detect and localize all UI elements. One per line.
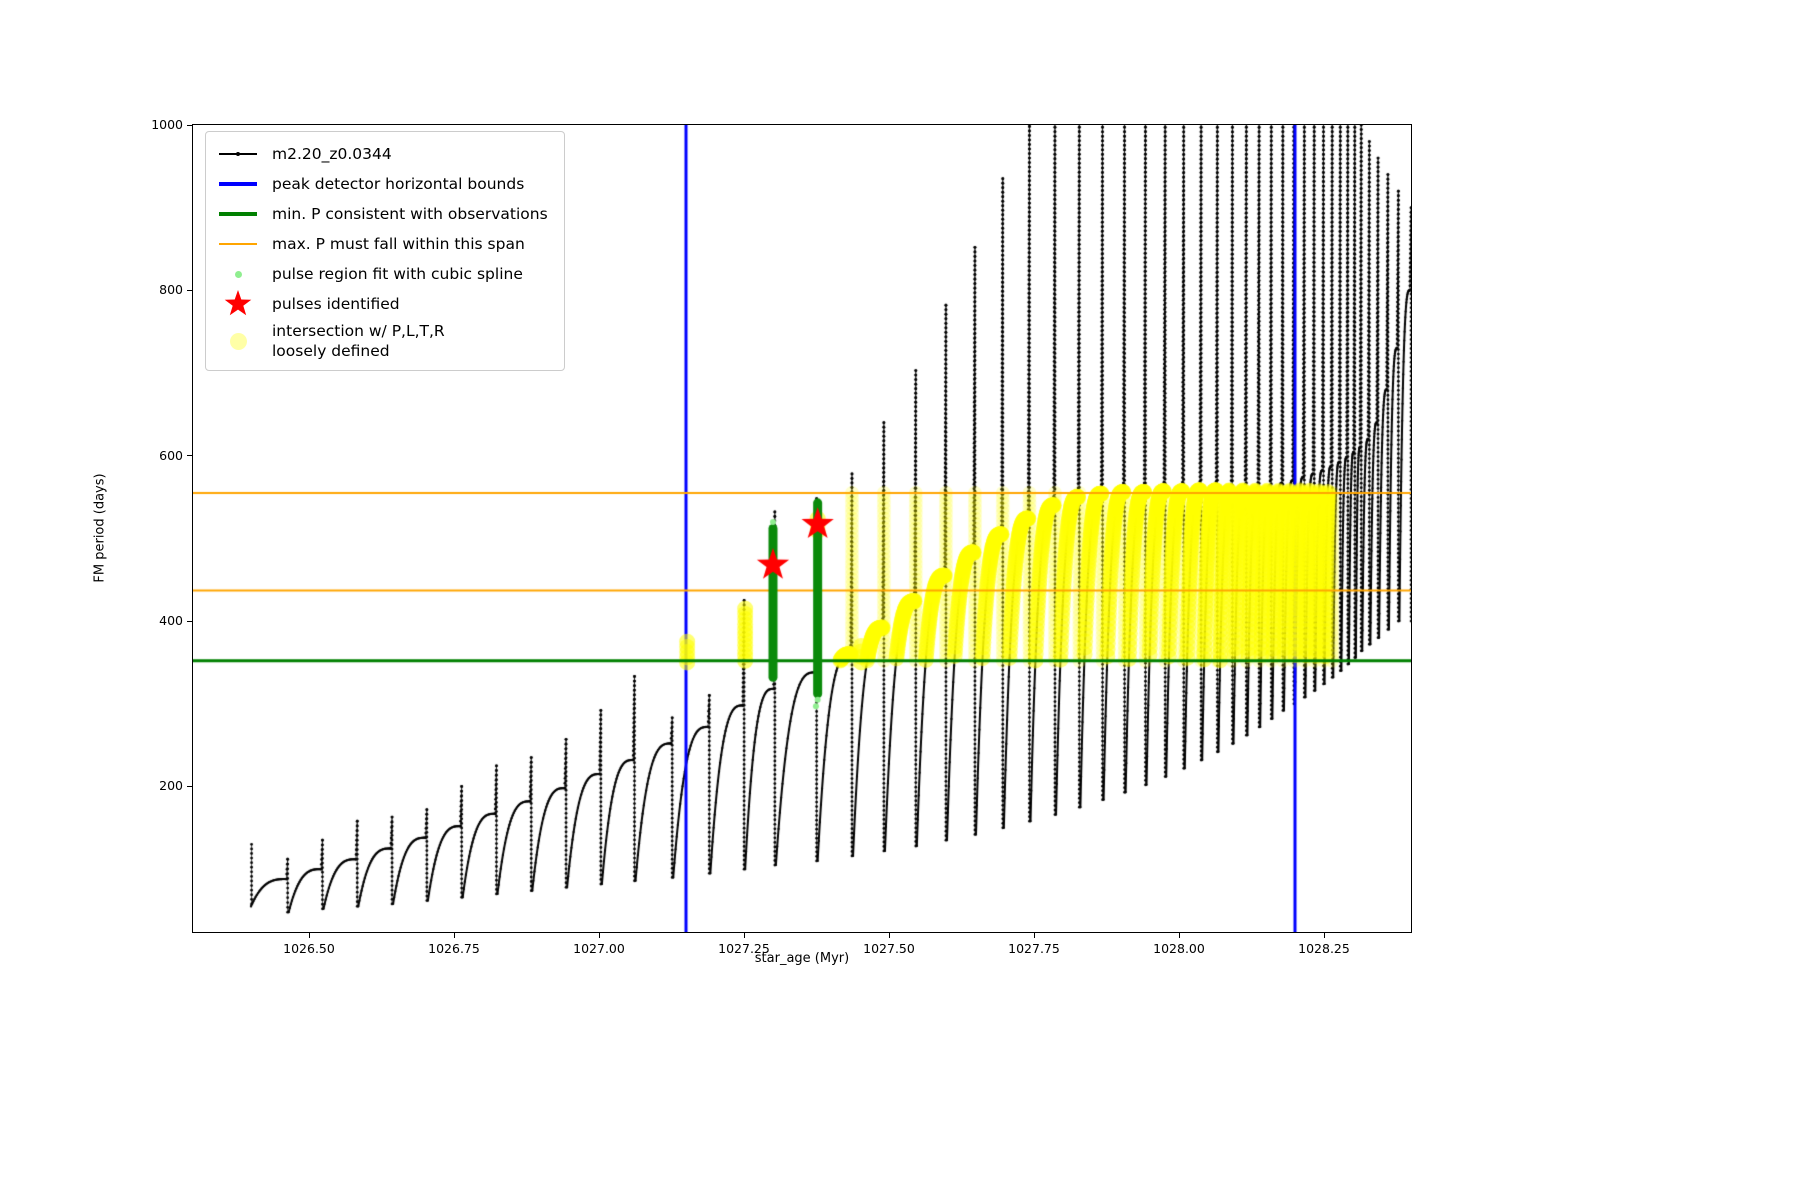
legend-item-intersection: intersection w/ P,L,T,R loosely defined bbox=[217, 321, 548, 361]
x-tick-label: 1026.75 bbox=[428, 941, 480, 956]
y-axis-label: FM period (days) bbox=[92, 473, 108, 583]
legend-label-min-p: min. P consistent with observations bbox=[272, 204, 548, 223]
x-tick-label: 1027.25 bbox=[718, 941, 770, 956]
y-tick-mark bbox=[187, 289, 192, 292]
x-tick-mark bbox=[888, 933, 890, 938]
legend-item-min-p: min. P consistent with observations bbox=[217, 201, 548, 227]
x-tick-mark bbox=[1178, 933, 1180, 938]
x-tick-label: 1027.75 bbox=[1008, 941, 1060, 956]
legend-item-peak-bounds: peak detector horizontal bounds bbox=[217, 171, 548, 197]
y-tick-label: 200 bbox=[159, 778, 183, 794]
x-tick-mark bbox=[453, 933, 455, 938]
x-axis-label: star_age (Myr) bbox=[754, 951, 850, 966]
legend-label-spline: pulse region fit with cubic spline bbox=[272, 264, 523, 283]
legend-label-intersection: intersection w/ P,L,T,R loosely defined bbox=[272, 322, 445, 361]
x-tick-label: 1028.00 bbox=[1153, 941, 1205, 956]
x-tick-label: 1027.50 bbox=[863, 941, 915, 956]
x-tick-mark bbox=[308, 933, 310, 938]
star-icon bbox=[217, 290, 259, 317]
spline-dot-icon bbox=[217, 261, 259, 287]
orange-line-icon bbox=[217, 231, 259, 257]
y-tick-mark bbox=[187, 620, 192, 622]
x-tick-mark bbox=[743, 933, 745, 938]
y-tick-mark bbox=[187, 785, 192, 788]
legend-item-spline: pulse region fit with cubic spline bbox=[217, 261, 548, 287]
legend-label-max-p: max. P must fall within this span bbox=[272, 234, 525, 253]
x-tick-label: 1026.50 bbox=[283, 941, 335, 956]
legend-label-peak-bounds: peak detector horizontal bounds bbox=[272, 174, 525, 193]
legend-item-max-p: max. P must fall within this span bbox=[217, 231, 548, 257]
y-tick-label: 600 bbox=[159, 447, 183, 463]
plot-area: m2.20_z0.0344 peak detector horizontal b… bbox=[192, 124, 1412, 933]
blue-line-icon bbox=[217, 171, 259, 197]
legend: m2.20_z0.0344 peak detector horizontal b… bbox=[205, 131, 565, 372]
legend-label-pulses: pulses identified bbox=[272, 294, 400, 313]
legend-label-series: m2.20_z0.0344 bbox=[272, 144, 392, 163]
y-tick-label: 1000 bbox=[151, 117, 183, 132]
yellow-dot-icon bbox=[217, 328, 259, 354]
x-tick-label: 1028.25 bbox=[1298, 941, 1350, 956]
y-tick-mark bbox=[187, 124, 192, 126]
y-tick-label: 800 bbox=[159, 282, 183, 298]
y-tick-mark bbox=[187, 455, 192, 457]
x-tick-mark bbox=[598, 933, 600, 938]
legend-item-pulses: pulses identified bbox=[217, 290, 548, 317]
x-tick-mark bbox=[1323, 933, 1325, 938]
series-line-icon bbox=[217, 141, 259, 167]
x-tick-label: 1027.00 bbox=[573, 941, 625, 956]
x-tick-mark bbox=[1033, 933, 1035, 938]
green-line-icon bbox=[217, 201, 259, 227]
y-tick-label: 400 bbox=[159, 613, 183, 629]
legend-item-series: m2.20_z0.0344 bbox=[217, 141, 548, 167]
